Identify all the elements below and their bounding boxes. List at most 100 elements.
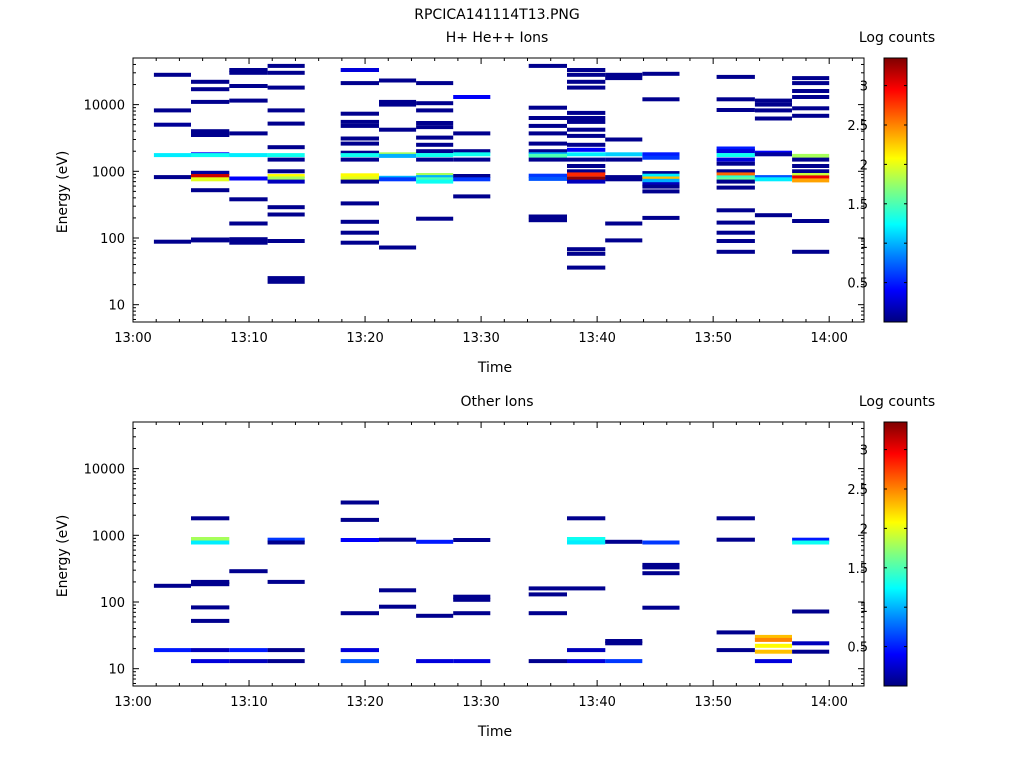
heatmap-cell <box>716 537 755 542</box>
heatmap-cell <box>229 153 268 158</box>
heatmap-cell <box>567 127 606 132</box>
heatmap-cell <box>229 648 268 653</box>
heatmap-cell <box>416 153 454 158</box>
heatmap-cell <box>340 500 379 505</box>
heatmap-cell <box>567 79 606 84</box>
heatmap-cell <box>191 238 230 243</box>
heatmap-cell <box>191 177 230 182</box>
heatmap-cell <box>416 157 454 162</box>
heatmap-cell <box>567 251 606 256</box>
heatmap-cell <box>567 516 606 521</box>
y-axis-label: Energy (eV) <box>55 151 71 234</box>
x-tick-label: 14:00 <box>810 695 847 710</box>
heatmap-cell <box>792 537 830 542</box>
heatmap-cell <box>153 72 191 77</box>
heatmap-cell <box>340 230 379 235</box>
colorbar-tick-label: 2 <box>860 522 868 537</box>
heatmap-cell <box>229 197 268 202</box>
panel-title: H+ He++ Ions <box>446 30 549 46</box>
heatmap-cell <box>153 108 191 113</box>
heatmap-cell <box>267 579 305 584</box>
heatmap-cell <box>340 68 379 72</box>
heatmap-cell <box>229 240 268 245</box>
x-tick-label: 13:50 <box>694 695 731 710</box>
x-tick-label: 13:30 <box>462 331 499 346</box>
heatmap-cell <box>267 153 305 158</box>
heatmap-cell <box>567 540 606 545</box>
heatmap-cell <box>267 63 305 68</box>
heatmap-cell <box>528 131 567 136</box>
heatmap-cell <box>792 641 830 646</box>
heatmap-cell <box>340 219 379 224</box>
heatmap-cell <box>267 169 305 174</box>
heatmap-cell <box>567 265 606 270</box>
heatmap-cell <box>567 176 606 181</box>
heatmap-cell <box>528 218 567 223</box>
heatmap-cell <box>716 230 755 235</box>
heatmap-cell <box>716 97 755 102</box>
heatmap-cell <box>528 659 567 664</box>
heatmap-cell <box>567 147 606 152</box>
heatmap-cell <box>528 157 567 162</box>
x-tick-label: 13:20 <box>346 695 383 710</box>
heatmap-cell <box>191 582 230 587</box>
heatmap-cell <box>792 169 830 174</box>
heatmap-cell <box>453 194 491 199</box>
heatmap-cells <box>153 63 830 284</box>
heatmap-cell <box>453 611 491 616</box>
heatmap-cell <box>229 131 268 136</box>
heatmap-cell <box>642 540 680 545</box>
heatmap-cell <box>792 153 830 158</box>
heatmap-cell <box>379 537 417 542</box>
heatmap-cell <box>605 641 643 646</box>
heatmap-cell <box>567 586 606 591</box>
heatmap-cell <box>792 649 830 654</box>
x-tick-label: 13:40 <box>578 331 615 346</box>
heatmap-cell <box>416 121 454 125</box>
heatmap-cell <box>379 102 417 107</box>
colorbar-tick-label: 1.5 <box>847 562 868 577</box>
x-tick-label: 13:30 <box>462 695 499 710</box>
heatmap-cell <box>191 174 230 178</box>
plot-frame <box>132 421 865 687</box>
heatmap-cell <box>229 84 268 88</box>
heatmap-cell <box>605 175 643 180</box>
panel-title: Other Ions <box>460 394 533 410</box>
heatmap-cell <box>567 157 606 162</box>
heatmap-cell <box>567 537 606 541</box>
heatmap-cell <box>605 72 643 77</box>
heatmap-cell <box>267 108 305 113</box>
heatmap-cell <box>191 99 230 104</box>
heatmap-cell <box>754 637 792 642</box>
heatmap-cell <box>567 142 606 147</box>
heatmap-cell <box>416 613 454 618</box>
heatmap-cell <box>567 85 606 90</box>
colorbar-ticks: 0.5 1 1.5 2 2.5 3 <box>847 80 907 292</box>
heatmap-cell <box>453 174 491 178</box>
heatmap-cell <box>416 125 454 130</box>
heatmap-cell <box>191 170 230 175</box>
heatmap-cell <box>416 179 454 184</box>
heatmap-cell <box>340 141 379 146</box>
heatmap-cell <box>642 215 680 220</box>
heatmap-cell <box>191 537 230 541</box>
heatmap-cell <box>229 237 268 242</box>
heatmap-cell <box>153 122 191 127</box>
heatmap-cell <box>229 659 268 664</box>
x-axis-label: Time <box>477 724 512 740</box>
x-axis-label: Time <box>477 360 512 376</box>
heatmap-cell <box>153 583 191 588</box>
heatmap-cell <box>528 149 567 154</box>
heatmap-cell <box>754 108 792 113</box>
heatmap-cell <box>567 172 606 177</box>
heatmap-cell <box>605 137 643 142</box>
heatmap-cell <box>153 175 191 180</box>
heatmap-cell <box>267 121 305 126</box>
heatmap-cell <box>153 153 191 158</box>
heatmap-cell <box>528 123 567 128</box>
heatmap-cell <box>528 173 567 178</box>
heatmap-cell <box>453 131 491 136</box>
heatmap-cell <box>191 516 230 521</box>
heatmap-cell <box>567 247 606 252</box>
